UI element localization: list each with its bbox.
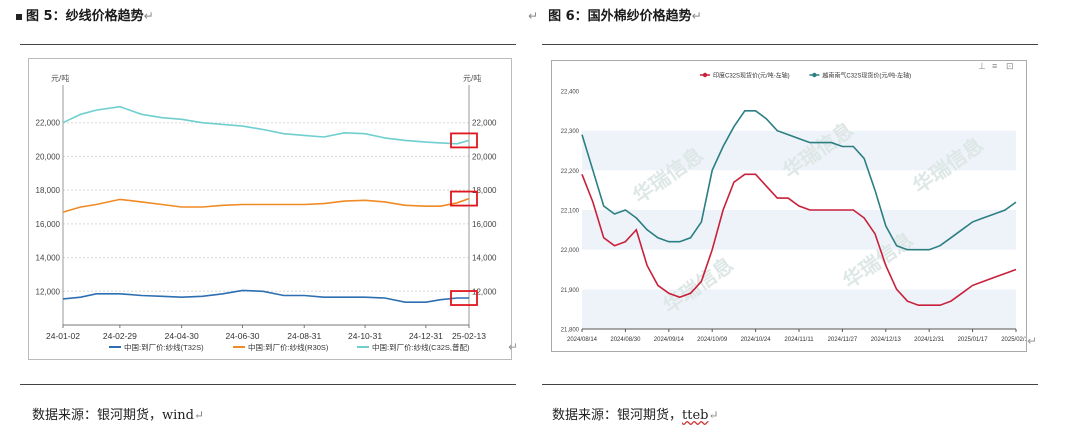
bullet-square-icon: [16, 13, 22, 20]
x-tick-label: 2024/10/24: [741, 337, 772, 343]
y-tick-label-left: 20,000: [36, 152, 61, 161]
toolbar-icon: ⊥: [978, 61, 986, 71]
x-tick-label: 25-02-13: [452, 331, 486, 341]
x-tick-label: 24-01-02: [46, 331, 80, 341]
y-tick-label: 22,400: [561, 90, 580, 96]
left-heading: 图 5：纱线价格趋势↵: [16, 5, 154, 24]
legend-marker: [702, 72, 708, 78]
left-chart-panel: 元/吨 元/吨 12,000 12,000 14,000 14,000 16,000 16,0…: [28, 58, 512, 360]
right-source-text: 数据来源：银河期货，: [552, 408, 683, 423]
legend-label: 中国:到厂价:纱线(T32S): [124, 342, 204, 352]
return-icon: ↵: [708, 408, 719, 422]
return-icon: ↵: [193, 408, 205, 422]
x-tick-label: 2024/08/30: [610, 337, 641, 343]
y-tick-label-right: 16,000: [472, 220, 497, 229]
y-tick-label: 22,100: [561, 209, 580, 215]
y-axis-unit-left: 元/吨: [51, 73, 69, 83]
x-tick-label: 2025/02/11: [1001, 337, 1026, 343]
x-tick-label: 24-04-30: [165, 331, 199, 341]
y-tick-label-left: 22,000: [36, 119, 61, 128]
y-tick-label-right: 22,000: [472, 119, 497, 128]
left-source: 数据来源：银河期货，wind↵: [32, 404, 204, 423]
plot-band: [582, 91, 1016, 131]
x-tick-label: 2024/09/14: [654, 337, 685, 343]
x-tick-label: 24-06-30: [225, 331, 259, 341]
return-icon: ↵: [1027, 334, 1038, 348]
y-tick-label: 22,000: [561, 248, 580, 254]
left-chart: 元/吨 元/吨 12,000 12,000 14,000 14,000 16,000 16,0…: [36, 73, 497, 352]
x-tick-label: 2024/11/11: [784, 337, 814, 343]
legend-label: 中国:到厂价:纱线(C32S,普配): [372, 342, 470, 352]
legend-label: 中国:到厂价:纱线(R30S): [248, 342, 329, 352]
legend-marker: [812, 72, 817, 78]
y-tick-label-left: 16,000: [36, 220, 61, 229]
y-tick-label: 22,300: [561, 129, 580, 135]
x-tick-label: 24-12-31: [409, 331, 443, 341]
y-tick-label-left: 14,000: [36, 254, 61, 263]
right-top-rule: [542, 44, 1038, 45]
series-line: [581, 109, 1017, 251]
plot-band: [582, 170, 1016, 210]
y-tick-label: 22,200: [561, 169, 580, 175]
right-heading-text: 图 6：国外棉纱价格趋势: [548, 9, 692, 24]
right-source: 数据来源：银河期货，tteb↵: [552, 404, 719, 423]
highlight-box: [450, 290, 478, 306]
x-tick-label: 2024/08/14: [567, 337, 598, 343]
return-icon: ↵: [508, 340, 519, 354]
x-tick-label: 24-02-29: [103, 331, 137, 341]
left-heading-text: 图 5：纱线价格趋势: [26, 9, 144, 24]
right-heading: ↵ 图 6：国外棉纱价格趋势↵: [528, 5, 702, 24]
y-axis-unit-right: 元/吨: [463, 73, 481, 83]
series-line: [581, 173, 1017, 306]
return-icon: ↵: [528, 9, 539, 23]
highlight-box: [450, 190, 478, 207]
series-line: [62, 197, 470, 213]
x-tick-label: 24-10-31: [348, 331, 382, 341]
right-chart-panel: 21,800 21,900 22,000 22,100 22,200 22,300 22,4…: [551, 60, 1032, 352]
y-tick-label-left: 18,000: [36, 186, 61, 195]
highlight-box: [450, 132, 478, 149]
y-tick-label: 21,800: [561, 328, 580, 334]
y-tick-label-right: 18,000: [472, 186, 497, 195]
y-tick-label-left: 12,000: [36, 287, 61, 296]
legend-label: 印度C32S现货价(元/吨-左轴): [713, 72, 790, 80]
series-line: [62, 289, 469, 303]
right-source-tail: tteb: [682, 408, 709, 423]
x-tick-label: 2024/11/27: [828, 337, 858, 343]
return-icon: ↵: [143, 9, 154, 23]
legend-label: 越南南气C32S现货价(元/吨-左轴): [822, 72, 911, 80]
left-source-text: 数据来源：银河期货，wind: [32, 408, 194, 423]
return-icon: ↵: [691, 9, 702, 23]
y-tick-label-right: 20,000: [472, 152, 497, 161]
y-tick-label-right: 12,000: [472, 287, 497, 296]
toolbar-icon: ⊡: [1006, 61, 1014, 71]
x-tick-label: 2024/12/13: [871, 337, 902, 343]
y-tick-label-right: 14,000: [472, 254, 497, 263]
left-bottom-rule: [20, 384, 516, 385]
plot-band: [582, 289, 1016, 329]
left-top-rule: [20, 44, 516, 45]
x-tick-label: 2024/10/09: [697, 337, 728, 343]
y-tick-label: 21,900: [561, 288, 580, 294]
plot-band: [582, 249, 1016, 290]
x-tick-label: 2024/12/31: [914, 337, 945, 343]
x-tick-label: 2025/01/17: [958, 337, 989, 343]
plot-band: [582, 130, 1016, 171]
right-bottom-rule: [542, 384, 1038, 385]
x-tick-label: 24-08-31: [287, 331, 321, 341]
series-line: [62, 105, 470, 145]
right-chart: 21,800 21,900 22,000 22,100 22,200 22,300 22,4…: [561, 61, 1032, 343]
toolbar-icon: ≡: [992, 61, 997, 71]
